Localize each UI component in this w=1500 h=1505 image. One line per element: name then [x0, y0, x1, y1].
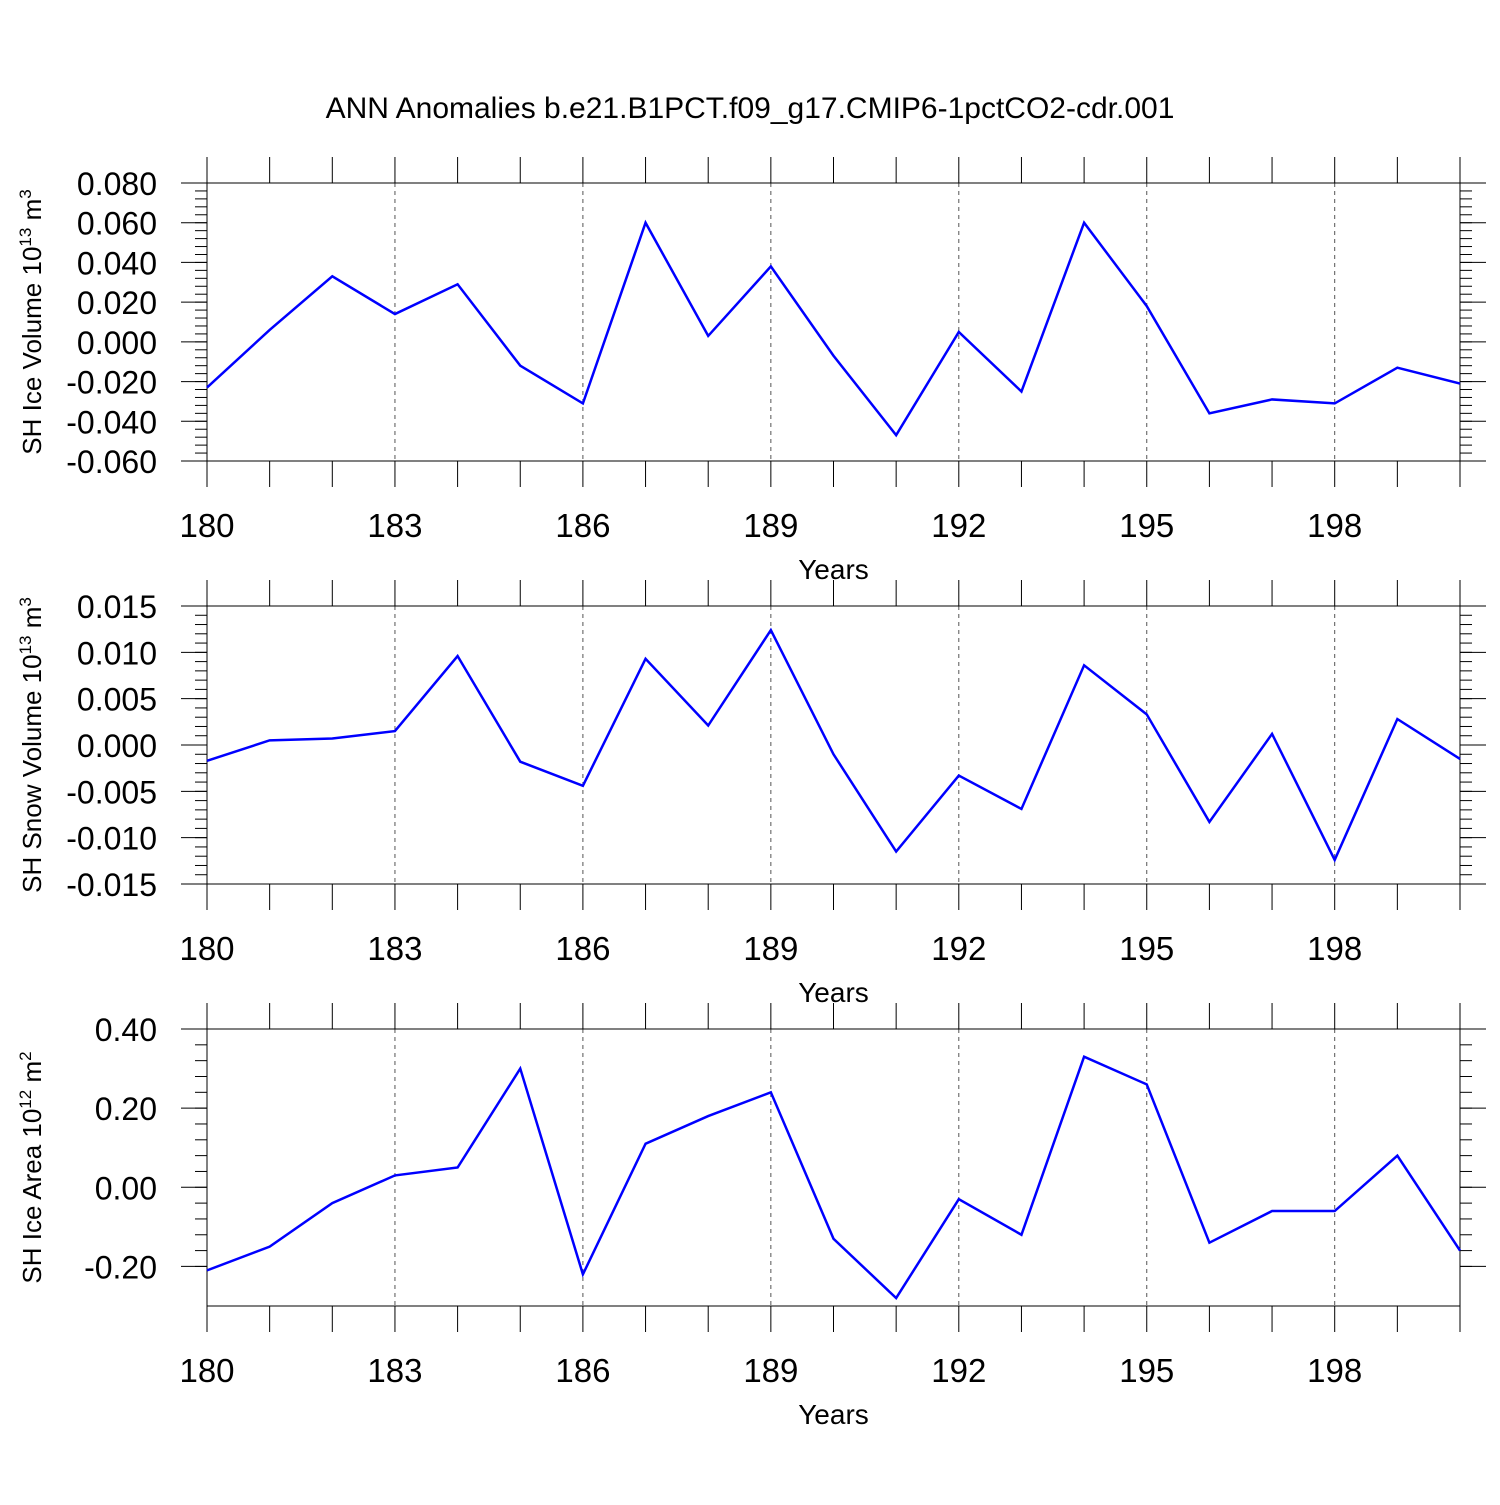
x-tick-label: 189 [743, 507, 798, 544]
y-tick-label: 0.015 [77, 589, 157, 625]
x-tick-label: 192 [931, 930, 986, 967]
x-tick-label: 198 [1307, 1352, 1362, 1389]
x-tick-label: 183 [367, 1352, 422, 1389]
y-axis-label: SH Ice Volume 1013 m3 [16, 189, 47, 454]
x-tick-label: 189 [743, 930, 798, 967]
x-tick-label: 192 [931, 507, 986, 544]
x-tick-label: 180 [179, 930, 234, 967]
x-tick-label: 189 [743, 1352, 798, 1389]
chart-title: ANN Anomalies b.e21.B1PCT.f09_g17.CMIP6-… [0, 92, 1500, 126]
x-tick-label: 195 [1119, 1352, 1174, 1389]
x-tick-label: 180 [179, 1352, 234, 1389]
y-tick-label: -0.020 [66, 365, 157, 401]
y-axis-label: SH Snow Volume 1013 m3 [16, 597, 47, 893]
y-tick-label: 0.40 [95, 1012, 157, 1048]
y-tick-label: 0.00 [95, 1170, 157, 1206]
x-axis-label: Years [798, 1399, 869, 1430]
y-tick-label: 0.040 [77, 245, 157, 281]
x-tick-label: 198 [1307, 930, 1362, 967]
y-tick-label: 0.20 [95, 1091, 157, 1127]
x-tick-label: 186 [555, 507, 610, 544]
y-tick-label: -0.060 [66, 444, 157, 480]
x-tick-label: 183 [367, 507, 422, 544]
x-tick-label: 180 [179, 507, 234, 544]
y-tick-label: 0.005 [77, 682, 157, 718]
y-tick-label: -0.005 [66, 774, 157, 810]
y-tick-label: 0.080 [77, 166, 157, 202]
y-tick-label: -0.20 [84, 1249, 157, 1285]
panel-2: 180 183 186 189 192 195 198 0.015 0.010 0.005 0.00… [16, 580, 1486, 1008]
y-axis-label: SH Ice Area 1012 m2 [16, 1051, 47, 1283]
y-tick-label: 0.000 [77, 728, 157, 764]
panel-3: 180 183 186 189 192 195 198 0.40 0.20 0.00 -0.20 Ye… [16, 1003, 1486, 1430]
x-tick-label: 192 [931, 1352, 986, 1389]
y-tick-label: -0.010 [66, 821, 157, 857]
x-tick-label: 186 [555, 1352, 610, 1389]
x-tick-label: 195 [1119, 507, 1174, 544]
x-tick-label: 183 [367, 930, 422, 967]
y-tick-label: 0.000 [77, 325, 157, 361]
y-tick-label: 0.020 [77, 285, 157, 321]
x-tick-label: 195 [1119, 930, 1174, 967]
y-tick-label: -0.040 [66, 404, 157, 440]
x-tick-label: 198 [1307, 507, 1362, 544]
y-tick-label: 0.010 [77, 635, 157, 671]
x-tick-label: 186 [555, 930, 610, 967]
y-tick-label: -0.015 [66, 867, 157, 903]
y-tick-label: 0.060 [77, 206, 157, 242]
